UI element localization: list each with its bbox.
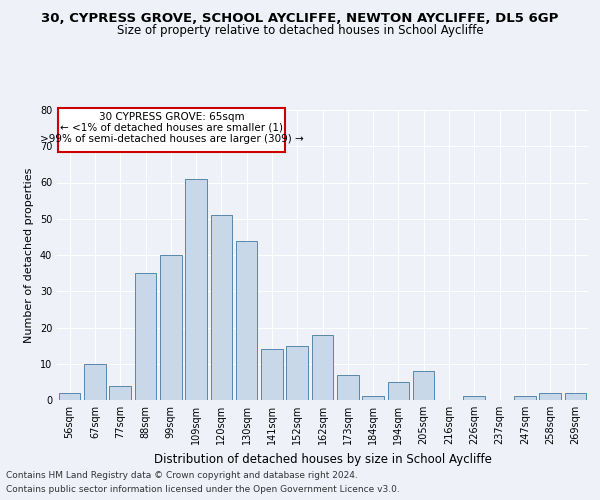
- Bar: [59, 393, 80, 400]
- Bar: [337, 374, 359, 400]
- Bar: [388, 382, 409, 400]
- Bar: [236, 240, 257, 400]
- Y-axis label: Number of detached properties: Number of detached properties: [24, 168, 34, 342]
- Bar: [185, 179, 207, 400]
- Text: ← <1% of detached houses are smaller (1): ← <1% of detached houses are smaller (1): [60, 122, 283, 132]
- Bar: [109, 386, 131, 400]
- Bar: [514, 396, 536, 400]
- Bar: [565, 393, 586, 400]
- Text: >99% of semi-detached houses are larger (309) →: >99% of semi-detached houses are larger …: [40, 134, 303, 143]
- Text: 30 CYPRESS GROVE: 65sqm: 30 CYPRESS GROVE: 65sqm: [98, 112, 244, 122]
- Text: Size of property relative to detached houses in School Aycliffe: Size of property relative to detached ho…: [116, 24, 484, 37]
- X-axis label: Distribution of detached houses by size in School Aycliffe: Distribution of detached houses by size …: [154, 452, 491, 466]
- Bar: [312, 335, 333, 400]
- Text: Contains public sector information licensed under the Open Government Licence v3: Contains public sector information licen…: [6, 485, 400, 494]
- Bar: [463, 396, 485, 400]
- Bar: [539, 393, 561, 400]
- Bar: [58, 108, 284, 152]
- Bar: [84, 364, 106, 400]
- Bar: [413, 371, 434, 400]
- Bar: [211, 215, 232, 400]
- Bar: [362, 396, 384, 400]
- Bar: [135, 273, 156, 400]
- Bar: [160, 255, 182, 400]
- Text: 30, CYPRESS GROVE, SCHOOL AYCLIFFE, NEWTON AYCLIFFE, DL5 6GP: 30, CYPRESS GROVE, SCHOOL AYCLIFFE, NEWT…: [41, 12, 559, 26]
- Bar: [261, 349, 283, 400]
- Bar: [286, 346, 308, 400]
- Text: Contains HM Land Registry data © Crown copyright and database right 2024.: Contains HM Land Registry data © Crown c…: [6, 471, 358, 480]
